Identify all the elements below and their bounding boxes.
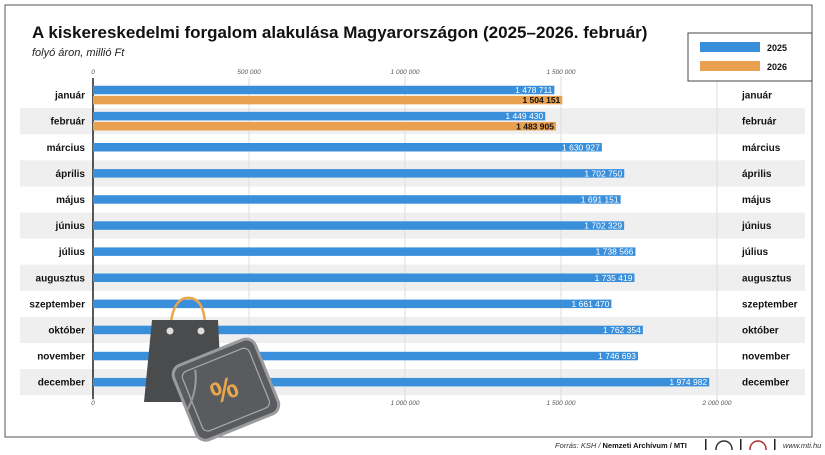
month-label-right: szeptember <box>742 299 798 310</box>
bag-handle-icon <box>168 296 207 333</box>
month-label-right: július <box>741 247 769 258</box>
value-label-2025: 1 478 711 <box>515 85 552 95</box>
tick-label-bottom: 2 000 000 <box>702 400 732 407</box>
chart-subtitle: folyó áron, millió Ft <box>32 47 125 59</box>
chart-title: A kiskereskedelmi forgalom alakulása Mag… <box>32 23 647 42</box>
footer-source-bold: Nemzeti Archívum / MTI <box>603 441 687 450</box>
value-label-2025: 1 746 693 <box>598 351 636 361</box>
tick-label-bottom: 1 500 000 <box>547 400 576 407</box>
month-label-right: november <box>742 352 790 363</box>
bar-2025 <box>93 299 612 309</box>
month-label-left: október <box>48 325 85 336</box>
value-label-2025: 1 449 430 <box>505 111 543 121</box>
discount-tag-icon: % <box>171 337 281 442</box>
bar-2025 <box>93 325 643 335</box>
bar-2025 <box>93 247 636 256</box>
month-label-right: június <box>741 221 772 232</box>
month-label-right: október <box>742 325 779 336</box>
bar-2025 <box>93 273 635 282</box>
legend-swatch-2025 <box>700 42 760 52</box>
bar-2025 <box>93 351 638 361</box>
tick-label-bottom: 0 <box>91 400 95 407</box>
month-label-right: augusztus <box>742 273 792 284</box>
bar-2025 <box>93 111 546 121</box>
month-label-left: április <box>56 169 86 180</box>
bar-2025 <box>93 377 710 387</box>
month-label-right: április <box>742 169 772 180</box>
month-label-left: január <box>54 91 85 102</box>
value-label-2025: 1 735 419 <box>595 273 633 283</box>
month-label-left: június <box>55 221 86 232</box>
mti-logo-1 <box>715 440 733 455</box>
month-label-left: július <box>58 247 86 258</box>
tick-label-top: 1 000 000 <box>391 69 420 76</box>
bar-2026 <box>93 95 563 105</box>
month-label-right: március <box>742 143 781 154</box>
svg-text:Forrás: KSH / Nemzeti Archívum: Forrás: KSH / Nemzeti Archívum / MTI <box>555 441 687 450</box>
tick-label-top: 500 000 <box>237 69 261 76</box>
value-label-2026: 1 504 151 <box>522 95 560 105</box>
month-label-right: február <box>742 117 777 128</box>
month-label-left: november <box>37 352 85 363</box>
legend: 2025 2026 <box>687 32 813 82</box>
bar-2025 <box>93 195 621 204</box>
month-label-left: december <box>38 378 85 389</box>
bar-2025 <box>93 85 555 95</box>
legend-label-2026: 2026 <box>767 62 787 72</box>
footer-url[interactable]: www.mti.hu <box>783 441 822 450</box>
month-label-right: január <box>741 91 772 102</box>
value-label-2025: 1 762 354 <box>603 325 641 335</box>
value-label-2025: 1 661 470 <box>572 299 610 309</box>
tick-label-top: 1 500 000 <box>547 69 576 76</box>
tick-label-top: 0 <box>91 69 95 76</box>
legend-label-2025: 2025 <box>767 43 787 53</box>
value-label-2025: 1 630 927 <box>562 142 600 152</box>
month-label-left: február <box>51 117 86 128</box>
value-label-2025: 1 738 566 <box>596 247 634 257</box>
mti-logo-2 <box>749 440 767 455</box>
bar-2025 <box>93 143 602 152</box>
value-label-2025: 1 702 750 <box>584 168 622 178</box>
value-label-2026: 1 483 905 <box>516 121 554 131</box>
month-label-left: augusztus <box>36 273 86 284</box>
value-label-2025: 1 702 329 <box>584 221 622 231</box>
month-labels: január január február február március március… <box>29 91 797 389</box>
legend-box <box>687 32 813 82</box>
month-label-left: szeptember <box>29 299 85 310</box>
value-label-2025: 1 974 982 <box>669 377 707 387</box>
bar-2025 <box>93 169 625 178</box>
month-label-right: május <box>742 195 771 206</box>
axis-ticks: 0 500 000 1 000 000 1 500 000 0 1 000 000 1 50… <box>91 69 732 407</box>
month-label-right: december <box>742 378 789 389</box>
shopping-bag-illustration: % <box>144 296 281 442</box>
footer: Forrás: KSH / Nemzeti Archívum / MTI www… <box>555 439 822 455</box>
tick-label-bottom: 1 000 000 <box>391 400 420 407</box>
legend-swatch-2026 <box>700 61 760 71</box>
month-label-left: május <box>56 195 85 206</box>
value-label-2025: 1 691 151 <box>581 195 619 205</box>
month-label-left: március <box>47 143 86 154</box>
bar-2026 <box>93 121 556 131</box>
footer-source: Forrás: KSH / <box>555 441 603 450</box>
bar-2025 <box>93 221 625 230</box>
